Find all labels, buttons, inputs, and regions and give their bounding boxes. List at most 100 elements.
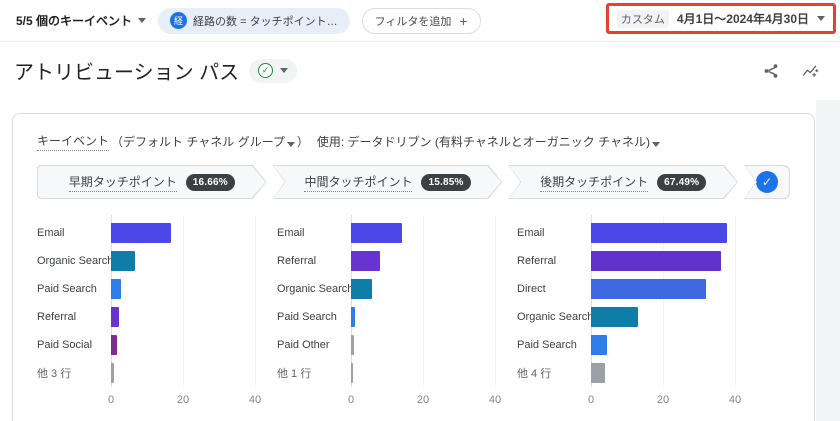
bar[interactable] [591, 223, 728, 243]
chevron-down-icon [286, 142, 295, 147]
axis-tick-label: 0 [587, 394, 595, 406]
bar-row: Organic Search [517, 303, 741, 331]
title-row: アトリビューション パス ✓ [0, 42, 840, 95]
bar[interactable] [591, 279, 707, 299]
chevron-down-icon [280, 68, 289, 73]
gridline [255, 215, 256, 387]
bar-row: Paid Social [37, 331, 261, 359]
x-axis: 0 20 40 [37, 387, 261, 411]
bar-label: Organic Search [517, 311, 591, 323]
axis-tick-label: 40 [248, 394, 262, 406]
attribution-model-selector[interactable]: 使用: データドリブン (有料チャネルとオーガニック チャネル) [317, 133, 662, 150]
bar-label: Paid Search [517, 339, 577, 351]
bar-label: Organic Search [37, 255, 111, 267]
axis-tick-label: 20 [656, 394, 670, 406]
bar[interactable] [111, 307, 119, 327]
annotation-red-box: カスタム 4月1日～2024年4月30日 [605, 3, 836, 34]
channel-group-close: ） [296, 135, 309, 149]
selected-stage-inner: ✓ [745, 166, 790, 198]
share-icon[interactable] [762, 62, 780, 80]
toolbar-left-group: 5/5 個のキーイベント 経 経路の数 = タッチポイント… フィルタを追加 + [16, 7, 481, 34]
top-toolbar: 5/5 個のキーイベント 経 経路の数 = タッチポイント… フィルタを追加 +… [0, 0, 840, 42]
chevron-down-icon [138, 18, 147, 23]
gridline [183, 215, 184, 387]
bar-label: Referral [517, 255, 557, 267]
bar[interactable] [591, 307, 638, 327]
bar-label: Paid Search [277, 311, 337, 323]
bar[interactable] [591, 335, 607, 355]
date-range-text: 4月1日～2024年4月30日 [676, 12, 809, 26]
bar-row: Email [277, 219, 501, 247]
bar[interactable] [591, 251, 721, 271]
funnel-stage-late[interactable]: 後期タッチポイント 67.49% [508, 165, 738, 199]
gridline [423, 215, 424, 387]
selected-stage-segment[interactable]: ✓ [744, 165, 791, 199]
axis-tick-label: 40 [488, 394, 502, 406]
bar-row: Paid Search [37, 275, 261, 303]
data-quality-badge[interactable]: ✓ [249, 58, 298, 83]
path-length-filter-chip[interactable]: 経 経路の数 = タッチポイント… [158, 7, 350, 34]
chart-early: Email Organic Search Paid Search Referral Pa… [37, 215, 261, 411]
path-filter-label: 経路の数 = タッチポイント… [193, 15, 338, 28]
page-title: アトリビューション パス [14, 62, 240, 84]
channel-group-selector[interactable]: （デフォルト チャネル グループ ） [111, 133, 309, 150]
bar-label: Organic Search [277, 283, 351, 295]
chart-mid: Email Referral Organic Search Paid Search Pa… [277, 215, 501, 411]
key-event-term[interactable]: キーイベント [37, 132, 110, 151]
axis-tick-label: 20 [416, 394, 430, 406]
chart-rows: Email Referral Organic Search Paid Search Pa… [277, 215, 501, 387]
bar-label: Referral [37, 311, 77, 323]
x-axis: 0 20 40 [277, 387, 501, 411]
check-circle-icon: ✓ [258, 63, 274, 78]
funnel-stage-inner: 早期タッチポイント 16.66% [38, 166, 266, 198]
funnel-stage-mid[interactable]: 中間タッチポイント 15.85% [273, 165, 503, 199]
funnel-stage-percentage-badge: 15.85% [421, 174, 470, 191]
axis-tick-label: 40 [728, 394, 742, 406]
bar[interactable] [351, 307, 355, 327]
funnel-stage-label: 後期タッチポイント [540, 173, 648, 192]
date-range-picker[interactable]: カスタム 4月1日～2024年4月30日 [616, 9, 825, 28]
bar-row: Paid Search [277, 303, 501, 331]
attribution-paths-card: キーイベント （デフォルト チャネル グループ ） 使用: データドリブン (有料… [12, 113, 815, 421]
gridline [735, 215, 736, 387]
key-events-selector[interactable]: 5/5 個のキーイベント [16, 12, 147, 29]
touchpoint-funnel: 早期タッチポイント 16.66% 中間タッチポイント 15.85% 後期タッチポイント 6… [37, 165, 791, 199]
bar-row: Referral [277, 247, 501, 275]
bar[interactable] [351, 279, 372, 299]
attribution-model-label: 使用: データドリブン (有料チャネルとオーガニック チャネル) [316, 135, 650, 149]
axis-tick-label: 0 [107, 394, 115, 406]
plus-icon: + [459, 12, 468, 29]
bar[interactable] [591, 363, 606, 383]
bar[interactable] [111, 335, 118, 355]
add-filter-label: フィルタを追加 [374, 15, 452, 28]
page-gutter [816, 100, 840, 421]
bar[interactable] [351, 251, 380, 271]
bar[interactable] [111, 251, 136, 271]
bar-label: Paid Search [37, 283, 97, 295]
gridline [495, 215, 496, 387]
funnel-stage-inner: 中間タッチポイント 15.85% [274, 166, 502, 198]
axis-tick-label: 0 [347, 394, 355, 406]
gridline [111, 215, 112, 387]
channel-group-label: （デフォルト チャネル グループ [111, 135, 285, 149]
bar[interactable] [351, 363, 353, 383]
path-dimension-icon: 経 [170, 12, 188, 29]
funnel-stage-label: 中間タッチポイント [304, 173, 412, 192]
funnel-stage-percentage-badge: 16.66% [186, 174, 235, 191]
insights-icon[interactable] [800, 62, 820, 80]
bar[interactable] [351, 223, 403, 243]
bar[interactable] [111, 363, 115, 383]
bar-label: Email [37, 227, 65, 239]
bar[interactable] [111, 279, 122, 299]
add-filter-button[interactable]: フィルタを追加 + [361, 7, 481, 34]
bar-row: Email [37, 219, 261, 247]
funnel-stage-early[interactable]: 早期タッチポイント 16.66% [37, 165, 267, 199]
bar-row: 他 4 行 [517, 359, 741, 387]
axis-tick-label: 20 [176, 394, 190, 406]
funnel-stage-label: 早期タッチポイント [69, 173, 177, 192]
bar[interactable] [351, 335, 354, 355]
bar-row: Referral [37, 303, 261, 331]
bar[interactable] [111, 223, 171, 243]
bar-row: Email [517, 219, 741, 247]
